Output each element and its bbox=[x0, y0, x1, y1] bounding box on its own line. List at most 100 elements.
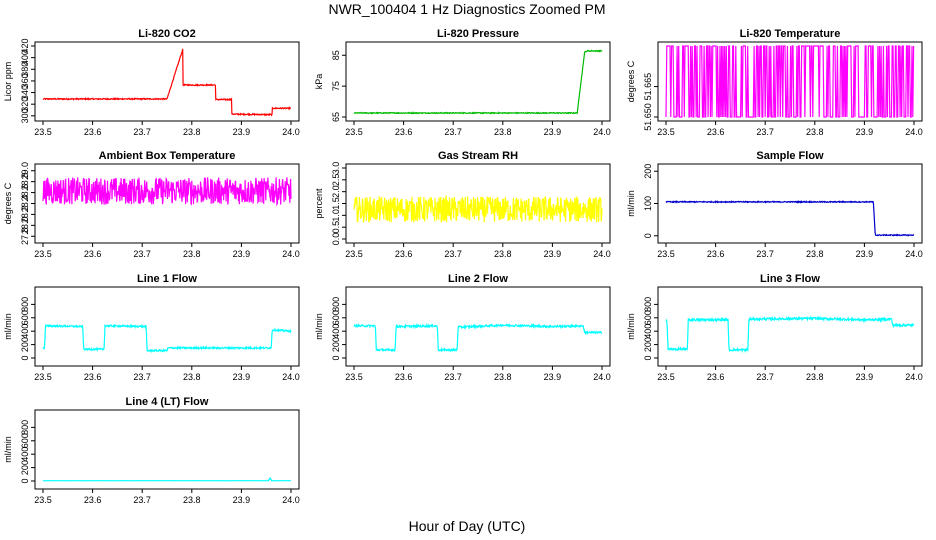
y-tick-label: 51.650 bbox=[643, 103, 653, 131]
y-tick-label: 400 bbox=[643, 324, 653, 339]
x-tick-label: 24.0 bbox=[282, 127, 300, 137]
plot-frame bbox=[34, 41, 300, 122]
series-line-line3 bbox=[665, 315, 915, 354]
y-tick-label: 2.5 bbox=[331, 174, 341, 187]
y-tick-label: 420 bbox=[20, 38, 30, 53]
x-tick-label: 23.7 bbox=[756, 372, 774, 382]
x-tick-label: 23.6 bbox=[84, 495, 102, 505]
y-tick-label: 27.8 bbox=[20, 228, 30, 246]
y-axis-label: ml/min bbox=[3, 436, 13, 463]
x-tick-label: 23.7 bbox=[133, 372, 151, 382]
x-tick-label: 23.6 bbox=[84, 127, 102, 137]
x-tick-label: 23.7 bbox=[756, 127, 774, 137]
x-tick-label: 23.7 bbox=[444, 127, 462, 137]
x-tick-label: 23.8 bbox=[494, 127, 512, 137]
y-axis-label: ml/min bbox=[626, 313, 636, 340]
y-tick-label: 28.6 bbox=[20, 184, 30, 202]
y-tick-label: 28.4 bbox=[20, 195, 30, 213]
x-tick-label: 23.9 bbox=[856, 127, 874, 137]
x-tick-label: 23.9 bbox=[856, 372, 874, 382]
panel-pressure: Li-820 Pressure 23.5 23.6 23.7 23.8 23.9 24.0 6… bbox=[314, 28, 611, 137]
y-tick-label: 2.0 bbox=[331, 185, 341, 198]
panel-line4: Line 4 (LT) Flow 23.5 23.6 23.7 23.8 23.9 24.0… bbox=[3, 396, 300, 505]
series-line-co2 bbox=[42, 48, 292, 117]
x-tick-label: 23.5 bbox=[34, 372, 52, 382]
y-tick-label: 200 bbox=[643, 164, 653, 179]
x-tick-label: 24.0 bbox=[905, 127, 923, 137]
x-tick-label: 23.5 bbox=[345, 127, 363, 137]
x-tick-label: 23.6 bbox=[707, 372, 725, 382]
x-tick-label: 23.7 bbox=[133, 249, 151, 259]
x-tick-label: 23.9 bbox=[233, 495, 251, 505]
x-tick-label: 23.8 bbox=[806, 372, 824, 382]
y-tick-label: 800 bbox=[20, 297, 30, 312]
panel-temperature: Li-820 Temperature 23.5 23.6 23.7 23.8 23.9 24… bbox=[626, 28, 923, 137]
y-tick-label: 600 bbox=[20, 310, 30, 325]
y-tick-label: 400 bbox=[20, 447, 30, 462]
y-tick-label: 85 bbox=[331, 50, 341, 60]
x-tick-label: 23.6 bbox=[395, 127, 413, 137]
x-tick-label: 23.9 bbox=[544, 127, 562, 137]
y-axis-label: ml/min bbox=[3, 313, 13, 340]
x-tick-label: 23.5 bbox=[345, 372, 363, 382]
x-tick-label: 23.5 bbox=[657, 127, 675, 137]
panel-line3: Line 3 Flow 23.5 23.6 23.7 23.8 23.9 24.0 0 2004… bbox=[626, 273, 923, 382]
y-tick-label: 28.0 bbox=[20, 217, 30, 235]
plot-frame bbox=[657, 41, 923, 122]
x-tick-label: 23.8 bbox=[494, 372, 512, 382]
x-tick-label: 24.0 bbox=[282, 495, 300, 505]
y-axis-label: Licor ppm bbox=[3, 62, 13, 102]
y-tick-label: 0.5 bbox=[331, 221, 341, 234]
x-tick-label: 23.8 bbox=[183, 127, 201, 137]
x-tick-label: 23.7 bbox=[444, 249, 462, 259]
x-tick-label: 24.0 bbox=[282, 249, 300, 259]
y-tick-label: 0 bbox=[643, 233, 653, 238]
x-tick-label: 23.8 bbox=[494, 249, 512, 259]
y-axis-label: percent bbox=[314, 188, 324, 219]
y-tick-label: 340 bbox=[20, 85, 30, 100]
y-tick-label: 1.0 bbox=[331, 209, 341, 222]
series-line-line2 bbox=[353, 322, 603, 353]
panel-title: Sample Flow bbox=[756, 150, 824, 162]
y-tick-label: 200 bbox=[331, 337, 341, 352]
panel-title: Line 1 Flow bbox=[137, 273, 197, 285]
x-tick-label: 24.0 bbox=[905, 372, 923, 382]
x-tick-label: 24.0 bbox=[905, 249, 923, 259]
x-tick-label: 23.8 bbox=[806, 127, 824, 137]
y-tick-label: 28.8 bbox=[20, 173, 30, 191]
x-tick-label: 23.9 bbox=[544, 249, 562, 259]
series-line-rh bbox=[353, 194, 603, 223]
x-tick-label: 23.9 bbox=[233, 249, 251, 259]
y-axis-label: ml/min bbox=[314, 313, 324, 340]
y-tick-label: 0 bbox=[331, 355, 341, 360]
y-tick-label: 3.0 bbox=[331, 162, 341, 175]
y-tick-label: 360 bbox=[20, 73, 30, 88]
figure-title: NWR_100404 1 Hz Diagnostics Zoomed PM bbox=[328, 1, 605, 17]
y-tick-label: 800 bbox=[643, 297, 653, 312]
y-tick-label: 800 bbox=[331, 297, 341, 312]
y-tick-label: 380 bbox=[20, 62, 30, 77]
panel-ambient: Ambient Box Temperature 23.5 23.6 23.7 23.8 2… bbox=[3, 150, 300, 259]
plot-frame bbox=[34, 286, 300, 367]
x-tick-label: 23.5 bbox=[34, 249, 52, 259]
x-tick-label: 23.8 bbox=[183, 495, 201, 505]
x-tick-label: 23.8 bbox=[183, 249, 201, 259]
panel-sample: Sample Flow 23.5 23.6 23.7 23.8 23.9 24.0 0 100 2… bbox=[626, 150, 923, 259]
panel-title: Li-820 Temperature bbox=[740, 28, 841, 40]
y-tick-label: 600 bbox=[331, 310, 341, 325]
y-tick-label: 400 bbox=[20, 50, 30, 65]
x-tick-label: 24.0 bbox=[593, 127, 611, 137]
x-tick-label: 23.9 bbox=[233, 372, 251, 382]
series-line-sample bbox=[665, 199, 914, 237]
y-tick-label: 28.2 bbox=[20, 206, 30, 224]
panel-title: Line 3 Flow bbox=[760, 273, 820, 285]
panel-line1: Line 1 Flow 23.5 23.6 23.7 23.8 23.9 24.0 0 2004… bbox=[3, 273, 300, 382]
x-tick-label: 23.7 bbox=[444, 372, 462, 382]
panel-grid: Li-820 CO2 23.5 23.6 23.7 23.8 23.9 24.0 300320… bbox=[3, 28, 923, 505]
panel-co2: Li-820 CO2 23.5 23.6 23.7 23.8 23.9 24.0 300320… bbox=[3, 28, 300, 137]
x-tick-label: 23.6 bbox=[395, 249, 413, 259]
panel-title: Line 2 Flow bbox=[448, 273, 508, 285]
x-tick-label: 23.9 bbox=[544, 372, 562, 382]
y-tick-label: 0 bbox=[643, 355, 653, 360]
y-tick-label: 0 bbox=[20, 478, 30, 483]
